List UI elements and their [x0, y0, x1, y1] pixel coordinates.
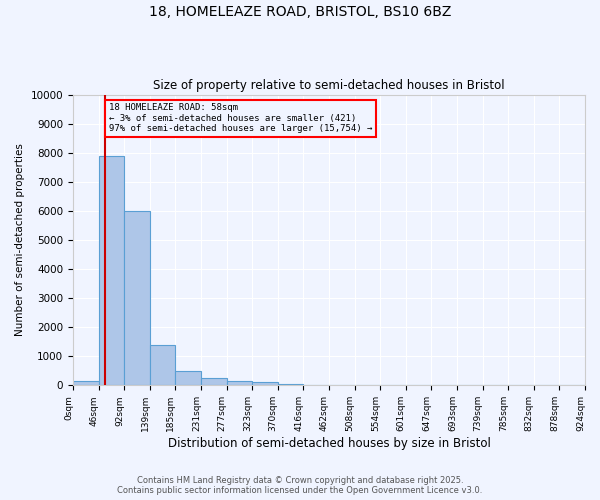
Text: 18 HOMELEAZE ROAD: 58sqm
← 3% of semi-detached houses are smaller (421)
97% of s: 18 HOMELEAZE ROAD: 58sqm ← 3% of semi-de…: [109, 104, 373, 133]
Bar: [73, 381, 98, 386]
X-axis label: Distribution of semi-detached houses by size in Bristol: Distribution of semi-detached houses by …: [167, 437, 490, 450]
Bar: [98, 156, 124, 386]
Title: Size of property relative to semi-detached houses in Bristol: Size of property relative to semi-detach…: [153, 79, 505, 92]
Bar: [201, 378, 227, 386]
Bar: [175, 371, 201, 386]
Bar: [278, 384, 304, 386]
Y-axis label: Number of semi-detached properties: Number of semi-detached properties: [15, 144, 25, 336]
Text: 18, HOMELEAZE ROAD, BRISTOL, BS10 6BZ: 18, HOMELEAZE ROAD, BRISTOL, BS10 6BZ: [149, 5, 451, 19]
Bar: [150, 344, 175, 386]
Text: Contains HM Land Registry data © Crown copyright and database right 2025.
Contai: Contains HM Land Registry data © Crown c…: [118, 476, 482, 495]
Bar: [124, 211, 150, 386]
Bar: [227, 381, 252, 386]
Bar: [252, 382, 278, 386]
